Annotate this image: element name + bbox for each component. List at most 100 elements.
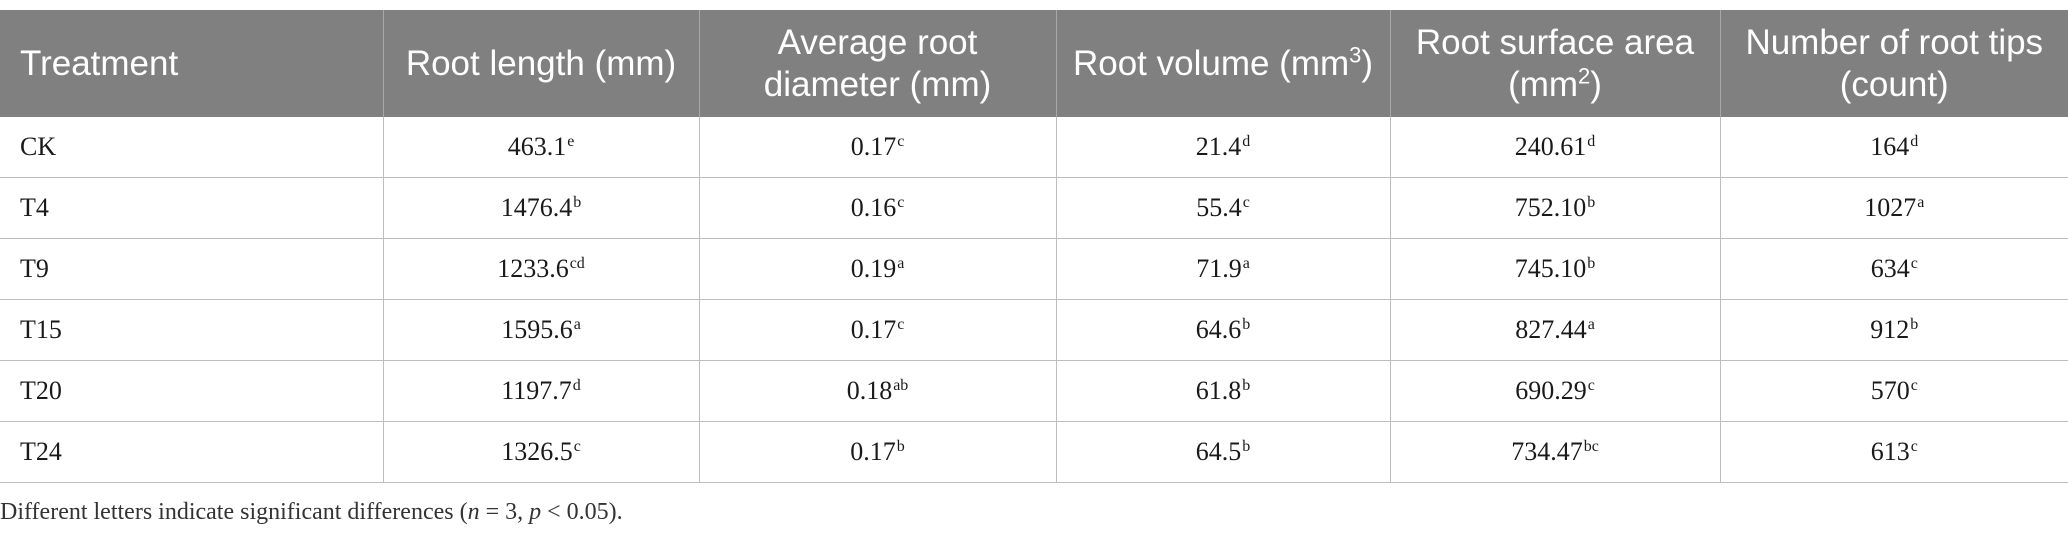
column-header-text: Number of root tips (count) [1745,22,2044,104]
root-traits-table: Treatment Root length (mm) Average root di… [0,10,2068,483]
cell-value: 0.17 [850,315,897,344]
value-cell: 1326.5c [382,421,699,483]
cell-value: 164 [1870,132,1910,161]
value-cell: 71.9a [1055,238,1390,300]
significance-letter: a [897,255,905,272]
value-cell: 61.8b [1055,360,1390,422]
value-cell: 690.29c [1389,360,1720,422]
value-cell: 0.19a [698,238,1056,300]
footnote-text-pre: Different letters indicate significant d… [0,499,468,525]
column-header-text: Root surface area (mm [1415,22,1695,104]
table-row: T24 1326.5c 0.17b 64.5b 734.47bc 613c [0,421,2068,483]
cell-value: 1233.6 [497,254,569,283]
cell-value: 1197.7 [501,376,572,405]
column-header-4: Root surface area (mm2) [1389,10,1720,117]
cell-value: 1326.5 [501,437,573,466]
treatment-cell: T9 [0,238,383,300]
significance-letter: b [1242,438,1251,455]
significance-letter: b [1910,316,1919,333]
value-cell: 1027a [1719,177,2068,239]
cell-value: 55.4 [1196,193,1242,222]
column-header-text: Treatment [20,43,179,83]
footnote-text-mid: = 3, [479,499,530,525]
value-cell: 64.6b [1055,299,1390,361]
cell-value: 0.18 [846,376,893,405]
significance-letter: c [897,194,905,211]
table-row: T9 1233.6cd 0.19a 71.9a 745.10b 634c [0,238,2068,300]
footnote-p-variable: p [529,499,542,525]
treatment-cell: T15 [0,299,383,361]
significance-letter: d [1242,133,1251,150]
value-cell: 0.18ab [698,360,1056,422]
value-cell: 734.47bc [1389,421,1720,483]
value-cell: 1595.6a [382,299,699,361]
value-cell: 1197.7d [382,360,699,422]
table-row: T20 1197.7d 0.18ab 61.8b 690.29c 570c [0,360,2068,422]
cell-value: 570 [1870,376,1910,405]
significance-letter: b [1587,194,1596,211]
treatment-cell: T4 [0,177,383,239]
column-header-tail: ) [1590,64,1602,104]
significance-letter: a [1587,316,1595,333]
cell-value: 745.10 [1514,254,1587,283]
cell-value: 64.5 [1195,437,1242,466]
value-cell: 1233.6cd [382,238,699,300]
value-cell: 752.10b [1389,177,1720,239]
header-row: Treatment Root length (mm) Average root di… [0,10,2068,117]
table-container: Treatment Root length (mm) Average root di… [0,10,2068,483]
significance-letter: c [1910,255,1918,272]
cell-value: 613 [1870,437,1910,466]
cell-value: 690.29 [1515,376,1587,405]
column-header-1: Root length (mm) [382,10,699,117]
cell-value: 827.44 [1515,315,1587,344]
column-header-text: Root volume (mm [1072,43,1350,83]
column-header-5: Number of root tips (count) [1719,10,2068,117]
significance-letter: b [1587,255,1596,272]
table-body: CK 463.1e 0.17c 21.4d 240.61d 164d T4 1476.4b 0.… [0,117,2068,483]
value-cell: 463.1e [382,117,699,178]
cell-value: 21.4 [1195,132,1242,161]
value-cell: 745.10b [1389,238,1720,300]
significance-letter: b [896,438,905,455]
significance-letter: c [573,438,581,455]
significance-letter: b [1242,377,1251,394]
significance-letter: c [897,133,905,150]
value-cell: 0.17c [698,299,1056,361]
significance-letter: ab [893,377,909,394]
cell-value: 463.1 [507,132,567,161]
cell-value: 0.17 [850,437,896,466]
significance-letter: e [567,133,575,150]
value-cell: 64.5b [1055,421,1390,483]
value-cell: 0.17c [698,117,1056,178]
cell-value: 64.6 [1195,315,1242,344]
value-cell: 240.61d [1389,117,1720,178]
significance-letter: a [573,316,581,333]
table-row: CK 463.1e 0.17c 21.4d 240.61d 164d [0,117,2068,178]
significance-letter: c [897,316,905,333]
cell-value: 734.47 [1511,437,1583,466]
significance-letter: b [1242,316,1251,333]
cell-value: 71.9 [1196,254,1242,283]
significance-letter: a [1242,255,1250,272]
significance-letter: c [1910,438,1918,455]
significance-letter: c [1587,377,1595,394]
cell-value: 240.61 [1514,132,1587,161]
table-row: T4 1476.4b 0.16c 55.4c 752.10b 1027a [0,177,2068,239]
value-cell: 1476.4b [382,177,699,239]
value-cell: 570c [1719,360,2068,422]
table-row: T15 1595.6a 0.17c 64.6b 827.44a 912b [0,299,2068,361]
value-cell: 0.17b [698,421,1056,483]
cell-value: 752.10 [1514,193,1587,222]
footnote-text-post: < 0.05). [541,499,623,525]
column-header-0: Treatment [0,10,383,117]
cell-value: 0.17 [850,132,897,161]
value-cell: 21.4d [1055,117,1390,178]
column-header-text: Root length (mm) [405,43,677,83]
value-cell: 55.4c [1055,177,1390,239]
column-header-3: Root volume (mm3) [1055,10,1390,117]
significance-letter: d [1587,133,1596,150]
column-header-superscript: 2 [1578,62,1591,88]
value-cell: 0.16c [698,177,1056,239]
value-cell: 912b [1719,299,2068,361]
column-header-2: Average root diameter (mm) [698,10,1056,117]
